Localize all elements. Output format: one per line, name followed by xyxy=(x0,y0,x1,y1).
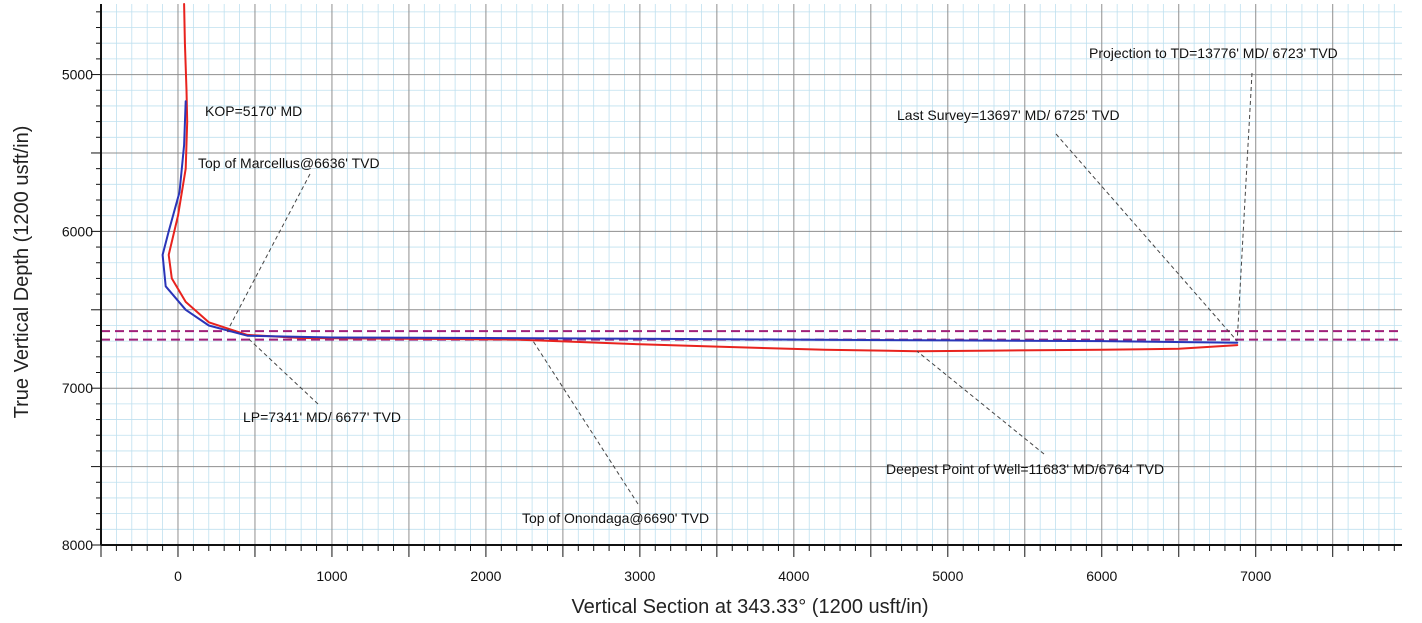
y-tick-label: 6000 xyxy=(62,223,93,239)
x-tick-label: 7000 xyxy=(1240,568,1271,584)
grid-major xyxy=(100,4,1402,546)
annotation-leader xyxy=(1236,72,1253,340)
y-tick-label: 7000 xyxy=(62,380,93,396)
y-tick-label: 8000 xyxy=(62,537,93,553)
annotation-label: KOP=5170' MD xyxy=(205,103,302,119)
x-tick-label: 2000 xyxy=(470,568,501,584)
annotation-leader xyxy=(531,339,639,505)
annotation-label: Deepest Point of Well=11683' MD/6764' TV… xyxy=(886,461,1164,477)
annotation-leader xyxy=(1055,133,1238,342)
annotation-label: Top of Marcellus@6636' TVD xyxy=(198,155,380,171)
annotation-label: Projection to TD=13776' MD/ 6723' TVD xyxy=(1089,45,1338,61)
annotation-leaders xyxy=(226,72,1253,505)
x-tick-label: 6000 xyxy=(1086,568,1117,584)
x-tick-label: 0 xyxy=(174,568,182,584)
annotation-labels: KOP=5170' MD Top of Marcellus@6636' TVD LP… xyxy=(198,45,1338,526)
x-tick-label: 5000 xyxy=(932,568,963,584)
annotation-leader xyxy=(246,337,319,405)
series-layer xyxy=(161,3,1239,353)
axes xyxy=(100,4,1402,546)
x-tick-label: 4000 xyxy=(778,568,809,584)
y-axis-title: True Vertical Depth (1200 usft/in) xyxy=(11,126,33,419)
y-tick-label: 5000 xyxy=(62,67,93,83)
grid-minor xyxy=(101,4,1402,545)
ticks: 0 1000 2000 3000 4000 5000 6000 7000 5000 6000 700… xyxy=(62,11,1395,584)
trajectory-line xyxy=(167,3,1239,353)
x-tick-label: 1000 xyxy=(316,568,347,584)
annotation-leader xyxy=(226,173,311,332)
x-tick-label: 3000 xyxy=(624,568,655,584)
annotation-label: LP=7341' MD/ 6677' TVD xyxy=(243,409,401,425)
annotation-label: Top of Onondaga@6690' TVD xyxy=(522,510,709,526)
annotation-label: Last Survey=13697' MD/ 6725' TVD xyxy=(897,107,1120,123)
x-axis-title: Vertical Section at 343.33° (1200 usft/i… xyxy=(571,596,928,618)
annotation-leader xyxy=(916,350,1045,455)
